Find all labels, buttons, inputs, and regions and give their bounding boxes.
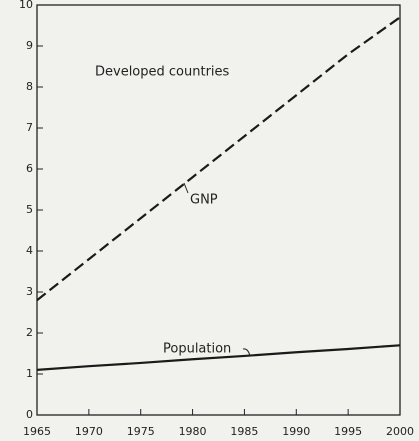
y-tick-label: 7 xyxy=(26,121,33,134)
x-tick-label: 1965 xyxy=(23,425,51,438)
x-tick-label: 1990 xyxy=(282,425,310,438)
y-tick-label: 4 xyxy=(26,244,33,257)
y-tick-label: 10 xyxy=(19,0,33,11)
x-tick-label: 2000 xyxy=(386,425,414,438)
y-tick-label: 6 xyxy=(26,162,33,175)
x-tick-label: 1985 xyxy=(230,425,258,438)
y-tick-label: 2 xyxy=(26,326,33,339)
series-line xyxy=(36,16,401,302)
y-tick-label: 3 xyxy=(26,285,33,298)
y-tick-label: 9 xyxy=(26,39,33,52)
x-tick-label: 1995 xyxy=(334,425,362,438)
annotation: GNP xyxy=(190,193,218,208)
annotation: Population xyxy=(163,342,231,357)
annotation: Developed countries xyxy=(95,65,230,80)
y-tick-label: 8 xyxy=(26,80,33,93)
y-tick-label: 0 xyxy=(26,408,33,421)
x-tick-label: 1980 xyxy=(179,425,207,438)
x-tick-label: 1975 xyxy=(127,425,155,438)
leader-line xyxy=(183,182,189,194)
x-tick-label: 1970 xyxy=(75,425,103,438)
series-line xyxy=(36,344,401,371)
y-tick-label: 5 xyxy=(26,203,33,216)
y-tick-label: 1 xyxy=(26,367,33,380)
